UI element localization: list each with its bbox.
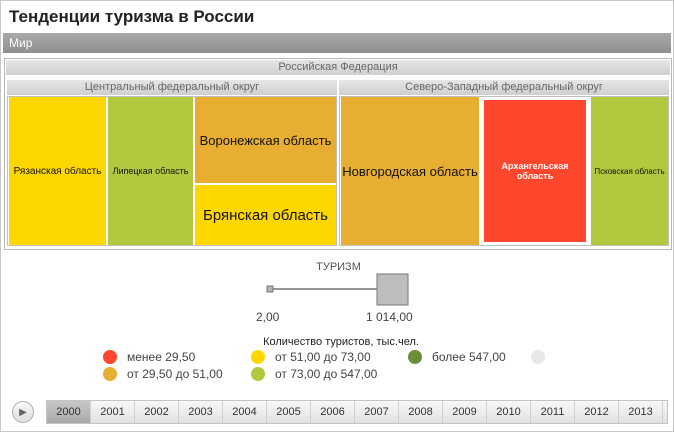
play-button[interactable]: ▶ xyxy=(12,401,34,423)
district-header-central[interactable]: Центральный федеральный округ xyxy=(7,80,337,95)
year-tab-2006[interactable]: 2006 xyxy=(311,401,355,423)
legend-item-73-547: от 73,00 до 547,00 xyxy=(251,367,377,381)
legend-dot-yellow xyxy=(251,350,265,364)
year-tab-2013[interactable]: 2013 xyxy=(619,401,663,423)
legend-label: от 73,00 до 547,00 xyxy=(275,367,378,381)
region-label: Липецкая область xyxy=(112,166,189,176)
year-tab-2012[interactable]: 2012 xyxy=(575,401,619,423)
legend-dot-orange xyxy=(103,367,117,381)
region-tile-ryazan[interactable]: Рязанская область xyxy=(9,97,108,245)
legend-item-no-data xyxy=(531,350,555,364)
world-label: Мир xyxy=(9,36,33,50)
legend-item-29-51: от 29,50 до 51,00 xyxy=(103,367,223,381)
year-tab-2002[interactable]: 2002 xyxy=(135,401,179,423)
region-tile-lipetsk[interactable]: Липецкая область xyxy=(108,97,195,245)
year-tab-2008[interactable]: 2008 xyxy=(399,401,443,423)
year-tab-2011[interactable]: 2011 xyxy=(531,401,575,423)
region-label: Брянская область xyxy=(203,206,328,224)
size-scale-graphic xyxy=(266,273,409,306)
page-title: Тенденции туризма в России xyxy=(9,7,255,26)
legend-dot-darkgreen xyxy=(408,350,422,364)
year-tab-2007[interactable]: 2007 xyxy=(355,401,399,423)
year-tab-2001[interactable]: 2001 xyxy=(91,401,135,423)
size-scale-min-square xyxy=(266,285,274,293)
district-header-northwest[interactable]: Северо-Западный федеральный округ xyxy=(339,80,669,95)
region-tile-arkhangelsk[interactable]: Архангельская область xyxy=(481,97,589,245)
region-tile-bryansk[interactable]: Брянская область xyxy=(195,185,336,245)
year-strip[interactable]: 2000 2001 2002 2003 2004 2005 2006 2007 … xyxy=(46,400,668,424)
region-tile-voronezh[interactable]: Воронежская область xyxy=(195,97,336,185)
country-header[interactable]: Российская Федерация xyxy=(6,60,670,75)
legend-label: более 547,00 xyxy=(432,350,506,364)
play-icon: ▶ xyxy=(19,406,27,418)
legend-item-less-29: менее 29,50 xyxy=(103,350,195,364)
legend-dot-lightgreen xyxy=(251,367,265,381)
size-scale-min-label: 2,00 xyxy=(256,310,280,324)
region-label: Воронежская область xyxy=(199,132,332,148)
size-scale-max-label: 1 014,00 xyxy=(366,310,413,324)
year-tab-2004[interactable]: 2004 xyxy=(223,401,267,423)
size-scale-max-square xyxy=(376,273,409,306)
year-tab-2000[interactable]: 2000 xyxy=(47,401,91,423)
legend-label: менее 29,50 xyxy=(127,350,196,364)
breadcrumb-world[interactable]: Мир xyxy=(3,33,671,53)
district-northwest xyxy=(339,96,669,246)
year-tab-2010[interactable]: 2010 xyxy=(487,401,531,423)
year-tab-2005[interactable]: 2005 xyxy=(267,401,311,423)
district-central xyxy=(7,96,337,246)
legend-dot-grey xyxy=(531,350,545,364)
year-tab-2009[interactable]: 2009 xyxy=(443,401,487,423)
legend-label: от 51,00 до 73,00 xyxy=(275,350,371,364)
timeline: ▶ 2000 2001 2002 2003 2004 2005 2006 200… xyxy=(10,399,670,424)
region-label: Новгородская область xyxy=(342,163,478,179)
legend-title: Количество туристов, тыс.чел. xyxy=(263,336,419,348)
legend-item-more-547: более 547,00 xyxy=(408,350,506,364)
region-label: Рязанская область xyxy=(13,165,102,177)
treemap-country[interactable]: Российская Федерация Центральный федерал… xyxy=(4,58,672,250)
size-scale-title: ТУРИЗМ xyxy=(316,261,361,273)
region-label: Архангельская область xyxy=(501,161,569,181)
legend-label: от 29,50 до 51,00 xyxy=(127,367,223,381)
legend-item-51-73: от 51,00 до 73,00 xyxy=(251,350,371,364)
region-tile-pskov[interactable]: Псковская область xyxy=(591,97,668,245)
legend-dot-red xyxy=(103,350,117,364)
region-tile-novgorod[interactable]: Новгородская область xyxy=(341,97,481,245)
region-label: Псковская область xyxy=(594,166,665,176)
year-tab-2003[interactable]: 2003 xyxy=(179,401,223,423)
